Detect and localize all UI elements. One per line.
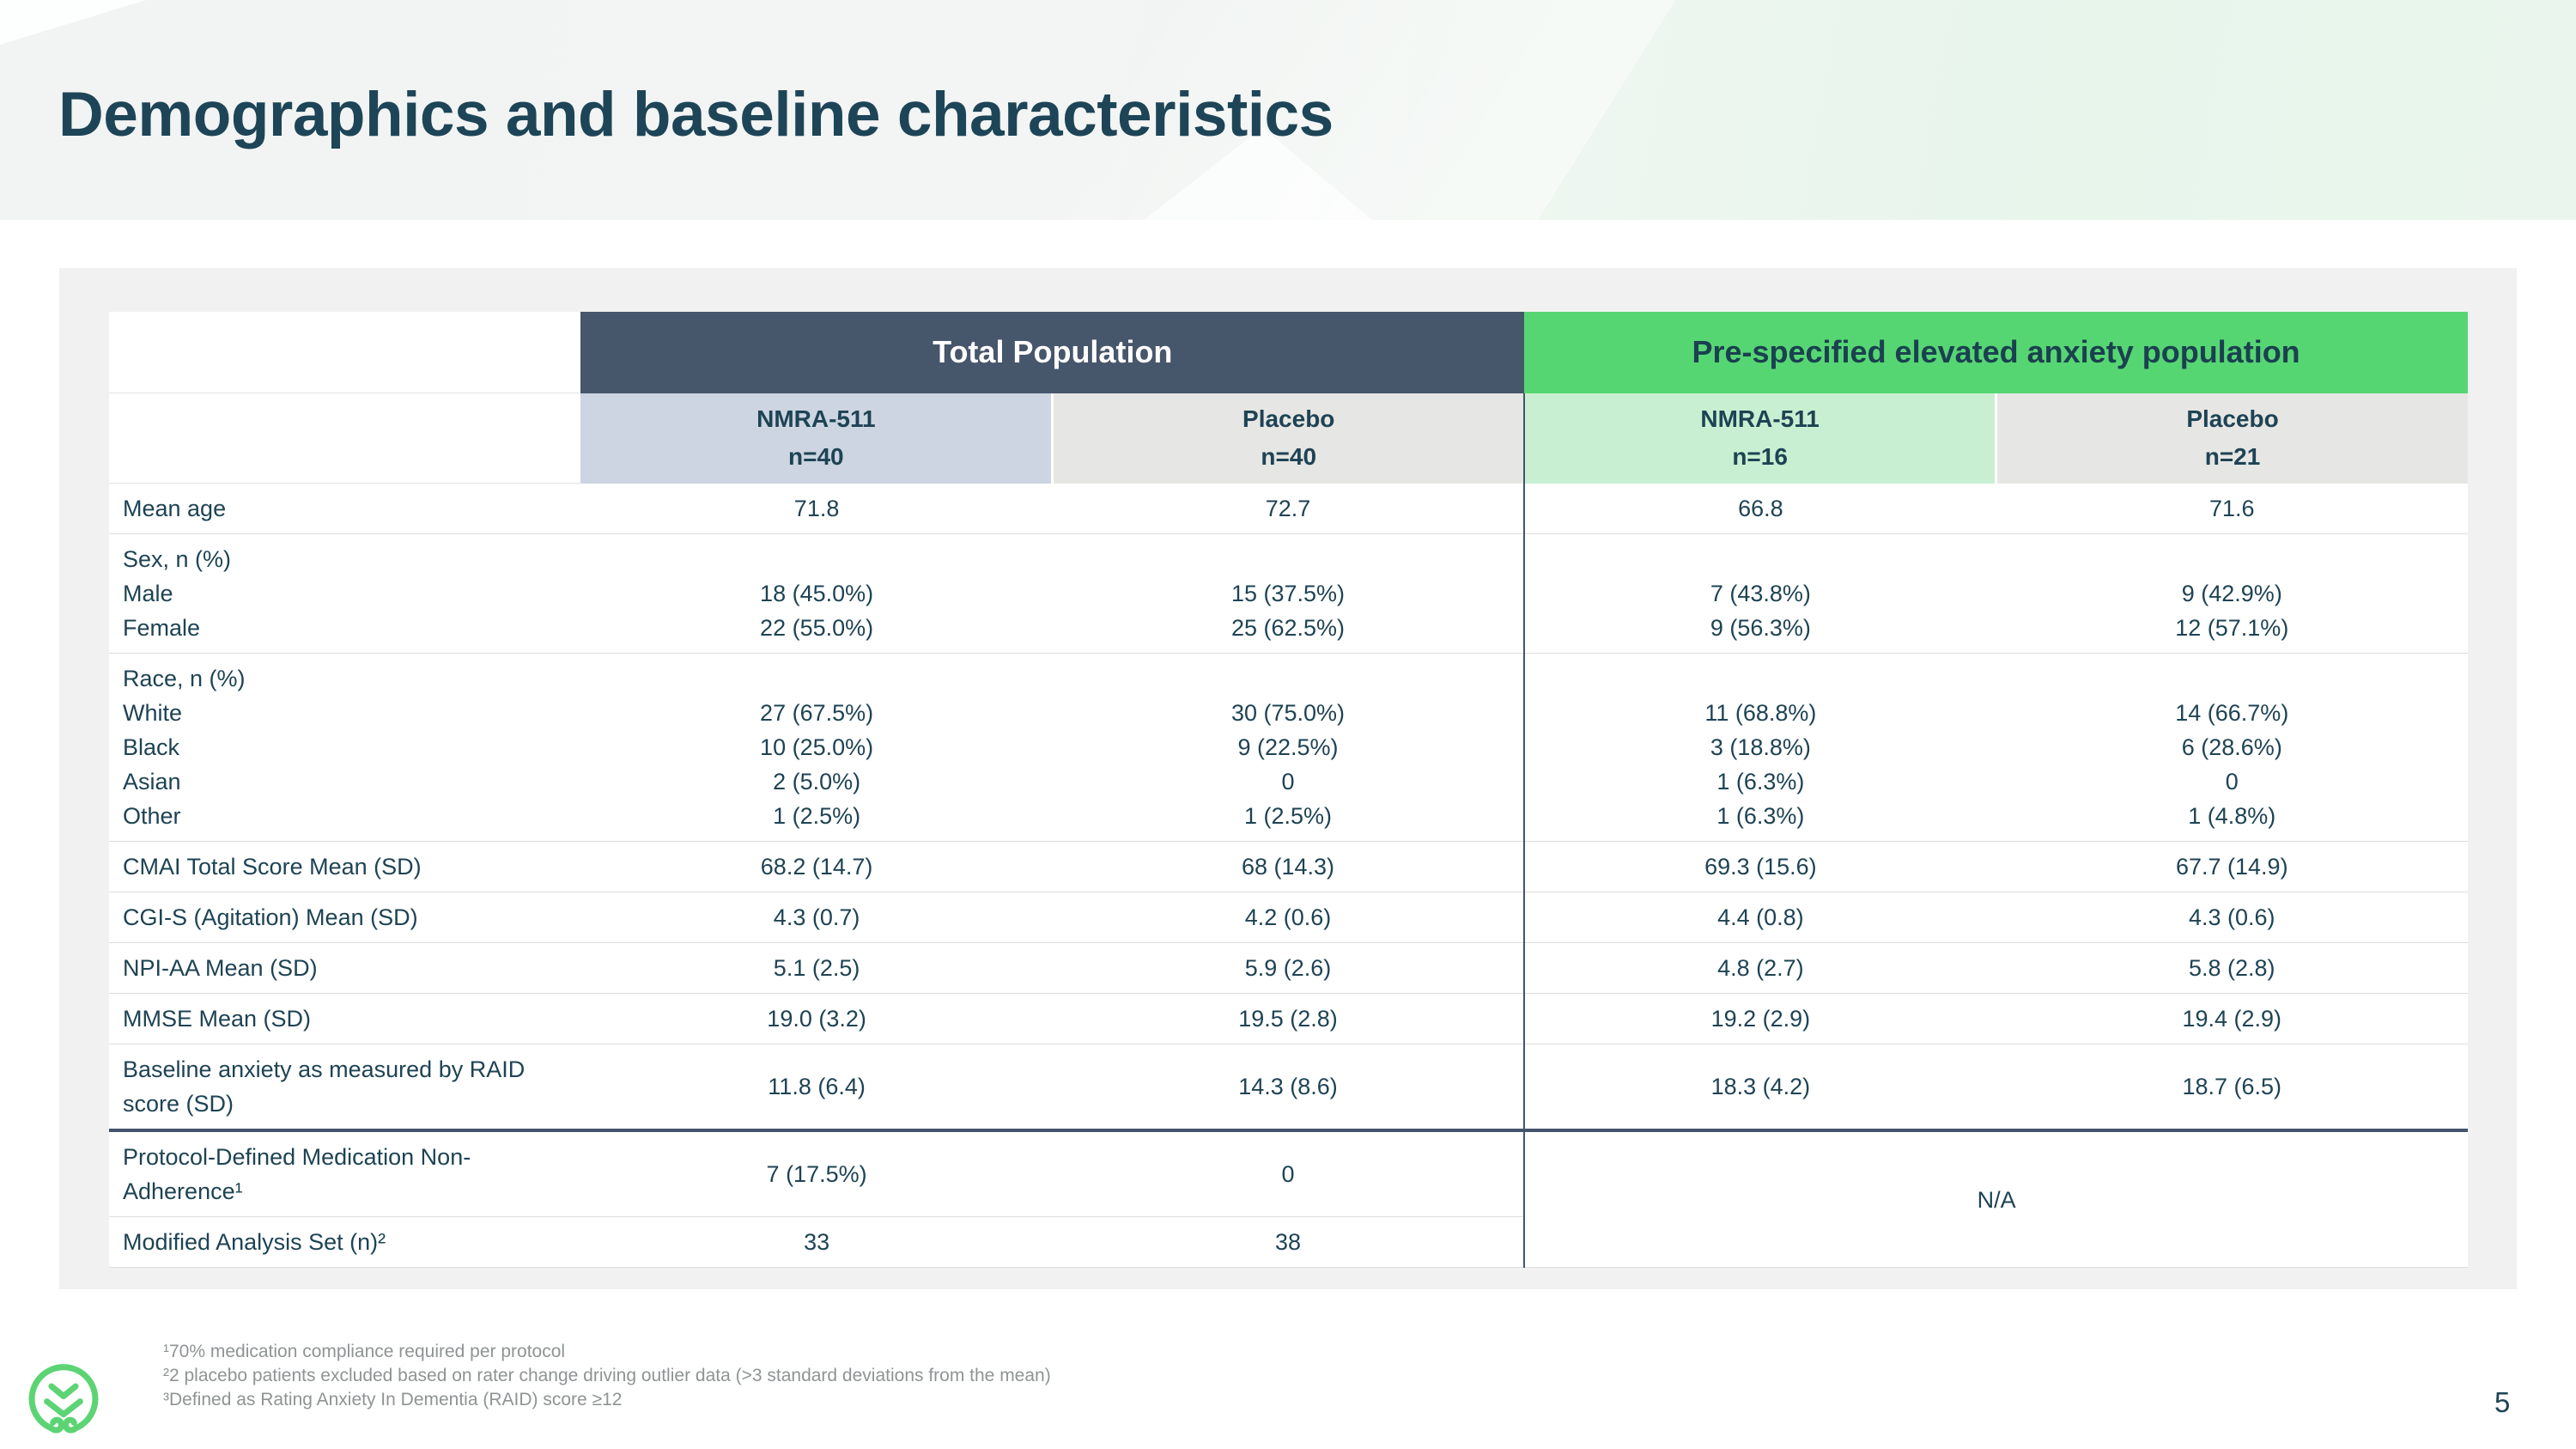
footnote-line: ²2 placebo patients excluded based on ra… [163, 1366, 1051, 1385]
cell: 7 (43.8%) 9 (56.3%) [1523, 533, 1996, 654]
cell: 14.3 (8.6) [1052, 1044, 1525, 1131]
row-label: CMAI Total Score Mean (SD) [109, 841, 581, 892]
page-number: 5 [2494, 1386, 2511, 1418]
table-row-npiaa: NPI-AA Mean (SD) 5.1 (2.5) 5.9 (2.6) 4.8… [109, 942, 2468, 994]
group-header-row: Total Population Pre-specified elevated … [109, 312, 2468, 393]
cell: 38 [1052, 1216, 1525, 1268]
column-header-nmra511-total: NMRA-511 n=40 [580, 393, 1053, 484]
cell: 14 (66.7%) 6 (28.6%) 0 1 (4.8%) [1996, 653, 2468, 842]
row-label: Race, n (%) White Black Asian Other [109, 653, 581, 842]
brand-logo-icon [28, 1364, 99, 1434]
cell: 27 (67.5%) 10 (25.0%) 2 (5.0%) 1 (2.5%) [580, 653, 1053, 842]
page-title: Demographics and baseline characteristic… [58, 80, 1334, 149]
row-label: Baseline anxiety as measured by RAID sco… [109, 1044, 581, 1131]
cell: 71.8 [580, 483, 1053, 534]
table-row-mmse: MMSE Mean (SD) 19.0 (3.2) 19.5 (2.8) 19.… [109, 993, 2468, 1044]
cell: 5.9 (2.6) [1052, 942, 1525, 994]
cell: 18.3 (4.2) [1523, 1044, 1996, 1131]
cell: 68 (14.3) [1052, 841, 1525, 892]
table-row-sex: Sex, n (%) Male Female 18 (45.0%) 22 (55… [109, 533, 2468, 654]
cell: 18 (45.0%) 22 (55.0%) [580, 533, 1053, 654]
cell: 11 (68.8%) 3 (18.8%) 1 (6.3%) 1 (6.3%) [1523, 653, 1996, 842]
cell: 33 [580, 1216, 1053, 1268]
cell: 7 (17.5%) [580, 1129, 1053, 1217]
footnote-line: ¹70% medication compliance required per … [163, 1342, 566, 1361]
cell: 9 (42.9%) 12 (57.1%) [1996, 533, 2468, 654]
column-header-placebo-total: Placebo n=40 [1051, 393, 1525, 484]
table-row-raid: Baseline anxiety as measured by RAID sco… [109, 1044, 2468, 1131]
footnotes: ¹70% medication compliance required per … [163, 1340, 1051, 1412]
title-banner: Demographics and baseline characteristic… [0, 0, 2576, 220]
table-row-modified-analysis-set: Modified Analysis Set (n)² 33 38 [109, 1216, 2468, 1268]
table-row-race: Race, n (%) White Black Asian Other 27 (… [109, 653, 2468, 842]
cell: 71.6 [1996, 483, 2468, 534]
cell: 72.7 [1052, 483, 1525, 534]
cell: 4.3 (0.7) [580, 892, 1053, 943]
row-label: Mean age [109, 483, 581, 534]
banner-corner-shape [0, 0, 146, 45]
row-label: Sex, n (%) Male Female [109, 533, 581, 654]
cell: 19.0 (3.2) [580, 993, 1053, 1044]
na-merged-cell: N/A [1523, 1129, 2468, 1268]
cell: 19.5 (2.8) [1052, 993, 1525, 1044]
row-label: NPI-AA Mean (SD) [109, 942, 581, 994]
cell: 15 (37.5%) 25 (62.5%) [1052, 533, 1525, 654]
column-header-placebo-anxiety: Placebo n=21 [1995, 393, 2468, 484]
group-header-anxiety-population: Pre-specified elevated anxiety populatio… [1524, 312, 2468, 393]
cell: 4.2 (0.6) [1052, 892, 1525, 943]
cell: 5.8 (2.8) [1996, 942, 2468, 994]
cell: 67.7 (14.9) [1996, 841, 2468, 892]
cell: 5.1 (2.5) [580, 942, 1053, 994]
cell: 19.4 (2.9) [1996, 993, 2468, 1044]
table-wrap: Total Population Pre-specified elevated … [109, 312, 2468, 1268]
row-label: Protocol-Defined Medication Non-Adherenc… [109, 1129, 581, 1217]
table-row-cgis: CGI-S (Agitation) Mean (SD) 4.3 (0.7) 4.… [109, 892, 2468, 943]
row-label: Modified Analysis Set (n)² [109, 1216, 581, 1268]
table-row-cmai: CMAI Total Score Mean (SD) 68.2 (14.7) 6… [109, 841, 2468, 892]
row-label: MMSE Mean (SD) [109, 993, 581, 1044]
cell: 30 (75.0%) 9 (22.5%) 0 1 (2.5%) [1052, 653, 1525, 842]
column-header-row: NMRA-511 n=40 Placebo n=40 NMRA-511 n=16… [109, 393, 2468, 484]
corner-cell [109, 393, 581, 484]
footnote-line: ³Defined as Rating Anxiety In Dementia (… [163, 1390, 623, 1409]
table-row-mean-age: Mean age 71.8 72.7 66.8 71.6 [109, 483, 2468, 534]
table-row-non-adherence: Protocol-Defined Medication Non-Adherenc… [109, 1129, 2468, 1268]
demographics-table: Total Population Pre-specified elevated … [109, 312, 2468, 1268]
table-card: Total Population Pre-specified elevated … [59, 268, 2517, 1289]
cell: 69.3 (15.6) [1523, 841, 1996, 892]
cell: 19.2 (2.9) [1523, 993, 1996, 1044]
cell: 4.4 (0.8) [1523, 892, 1996, 943]
cell: 4.8 (2.7) [1523, 942, 1996, 994]
cell: 11.8 (6.4) [580, 1044, 1053, 1131]
cell: 68.2 (14.7) [580, 841, 1053, 892]
corner-cell [109, 312, 581, 393]
cell: 4.3 (0.6) [1996, 892, 2468, 943]
cell: 0 [1052, 1129, 1525, 1217]
column-header-nmra511-anxiety: NMRA-511 n=16 [1523, 393, 1996, 484]
cell: 66.8 [1523, 483, 1996, 534]
row-label: CGI-S (Agitation) Mean (SD) [109, 892, 581, 943]
cell: 18.7 (6.5) [1996, 1044, 2468, 1131]
group-header-total-population: Total Population [580, 312, 1525, 393]
